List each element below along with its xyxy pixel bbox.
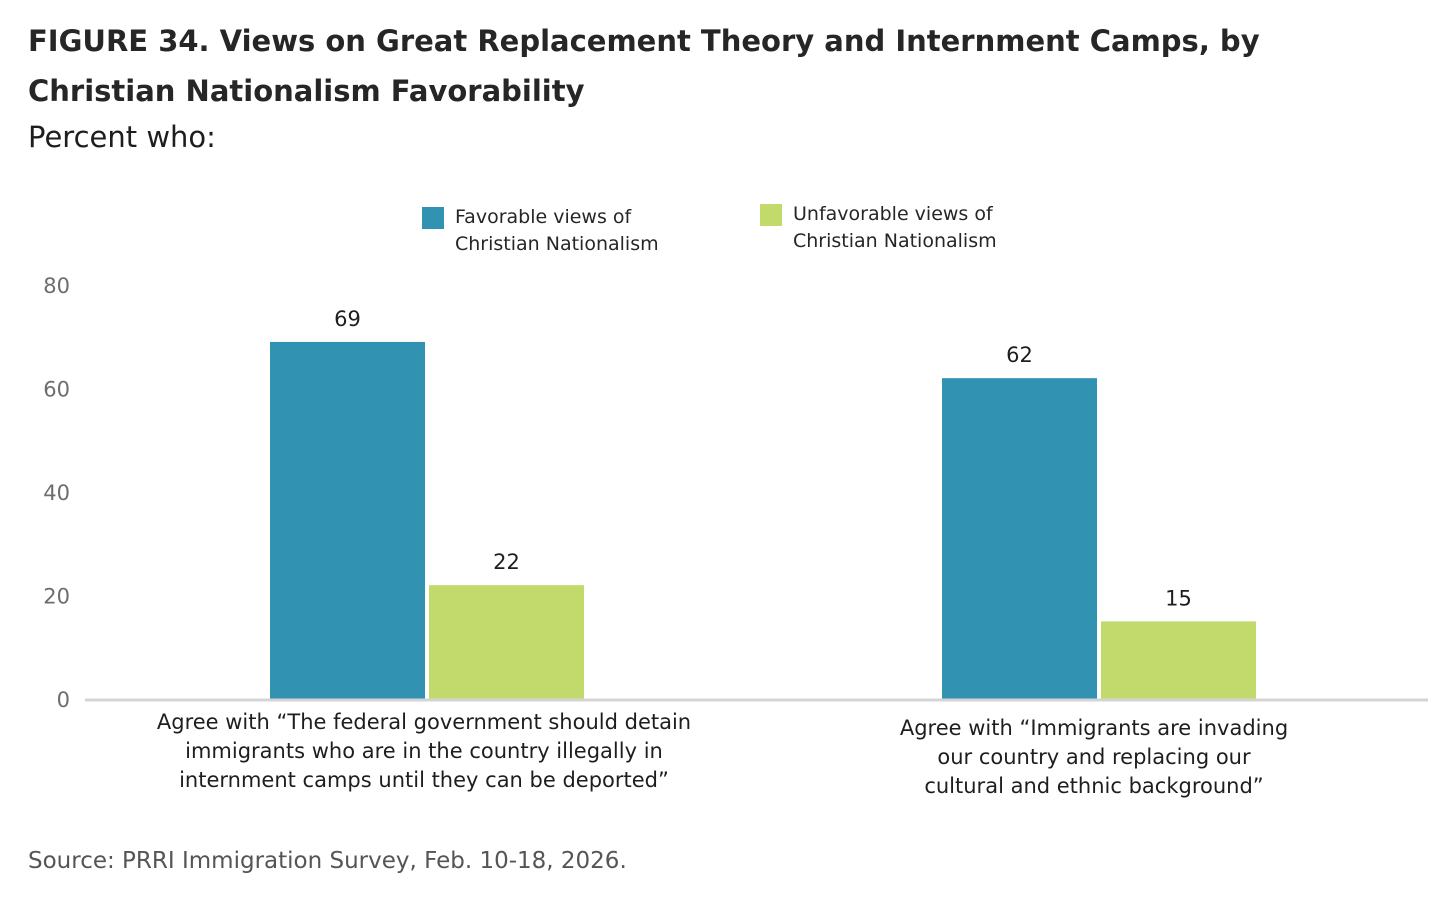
bar-series1-cat1 xyxy=(1101,621,1256,699)
data-label-series1-cat0: 22 xyxy=(493,550,520,574)
y-tick-label-40: 40 xyxy=(43,481,70,505)
category-label-great-replacement: Agree with “Immigrants are invading our … xyxy=(899,716,1289,798)
legend-label-favorable: Favorable views of Christian Nationalism xyxy=(455,206,659,255)
bar-series1-cat0 xyxy=(429,585,584,699)
legend-swatch-favorable xyxy=(422,207,444,229)
bar-series0-cat0 xyxy=(270,341,425,699)
y-tick-label-20: 20 xyxy=(43,585,70,609)
data-label-series0-cat1: 62 xyxy=(1006,343,1033,367)
data-label-series0-cat0: 69 xyxy=(334,307,361,331)
y-tick-label-60: 60 xyxy=(43,378,70,402)
bar-series0-cat1 xyxy=(942,378,1097,699)
category-label-internment-camps: Agree with “The federal government shoul… xyxy=(156,710,692,792)
data-label-series1-cat1: 15 xyxy=(1165,586,1192,610)
y-tick-label-80: 80 xyxy=(43,274,70,298)
source-note: Source: PRRI Immigration Survey, Feb. 10… xyxy=(28,848,627,874)
chart-subtitle: Percent who: xyxy=(28,120,216,154)
legend-swatch-unfavorable xyxy=(760,204,782,226)
legend-label-unfavorable: Unfavorable views of Christian Nationali… xyxy=(793,203,997,252)
y-tick-label-0: 0 xyxy=(57,688,70,712)
chart-title: FIGURE 34. Views on Great Replacement Th… xyxy=(28,24,1260,108)
